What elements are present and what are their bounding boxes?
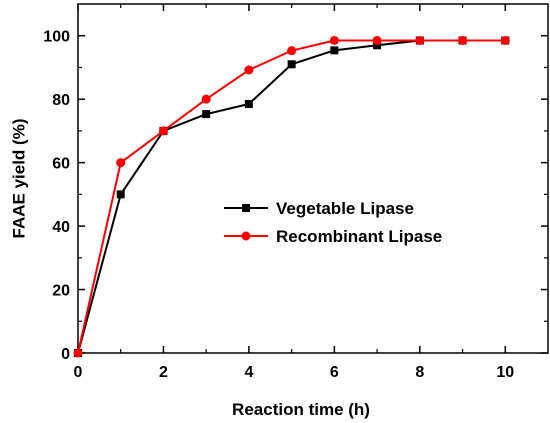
series-0 xyxy=(74,36,510,357)
y-tick-label: 40 xyxy=(52,219,70,236)
x-tick-label: 4 xyxy=(244,364,253,381)
series-line xyxy=(77,39,506,354)
data-point xyxy=(116,158,126,168)
series-layer xyxy=(73,35,510,358)
data-point xyxy=(500,35,510,45)
y-tick-label: 100 xyxy=(43,29,70,46)
data-point xyxy=(329,35,339,45)
data-point xyxy=(372,35,382,45)
x-tick-label: 10 xyxy=(496,364,514,381)
data-point xyxy=(73,348,83,358)
legend-marker xyxy=(241,231,251,241)
data-point xyxy=(116,190,125,199)
plot-frame xyxy=(77,3,549,354)
data-point xyxy=(287,46,297,56)
legend-marker xyxy=(242,204,250,212)
y-tick-label: 60 xyxy=(52,156,70,173)
legend: Vegetable Lipase Recombinant Lipase xyxy=(224,199,442,246)
series-1 xyxy=(73,35,510,358)
data-point xyxy=(244,65,254,75)
data-point xyxy=(287,60,296,69)
legend-label: Vegetable Lipase xyxy=(276,199,414,218)
x-tick-label: 0 xyxy=(74,364,83,381)
series-line xyxy=(77,39,506,354)
data-point xyxy=(244,99,253,108)
data-point xyxy=(415,35,425,45)
data-point xyxy=(373,41,382,50)
data-point xyxy=(202,110,211,119)
y-tick-label: 20 xyxy=(52,283,70,300)
y-tick-label: 0 xyxy=(61,346,70,363)
x-axis-title: Reaction time (h) xyxy=(232,400,370,419)
y-tick-label: 80 xyxy=(52,92,70,109)
data-point xyxy=(158,126,168,136)
x-tick-label: 2 xyxy=(159,364,168,381)
y-axis-title: FAAE yield (%) xyxy=(9,119,28,239)
x-tick-label: 8 xyxy=(415,364,424,381)
legend-label: Recombinant Lipase xyxy=(276,227,442,246)
data-point xyxy=(458,35,468,45)
data-point xyxy=(330,46,339,55)
data-point xyxy=(201,94,211,104)
x-tick-label: 6 xyxy=(330,364,339,381)
